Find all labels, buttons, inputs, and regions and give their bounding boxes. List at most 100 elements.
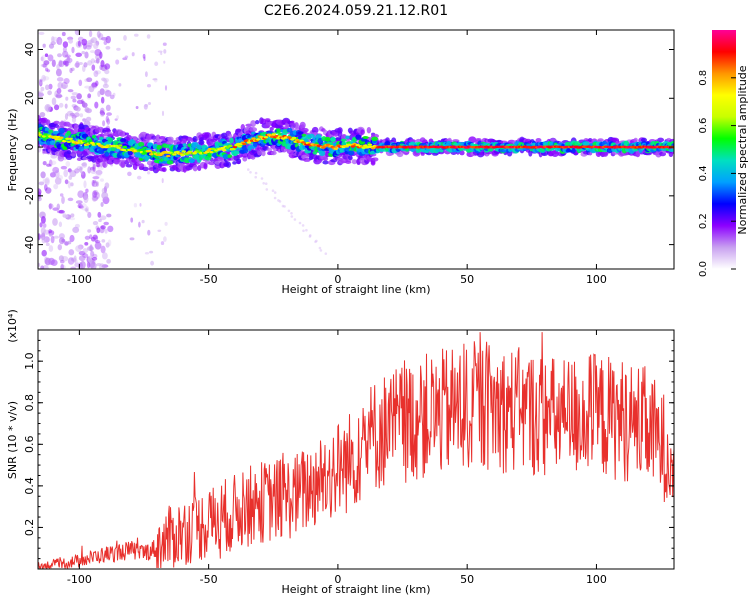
spectrogram-cell bbox=[249, 139, 255, 142]
spectrogram-cell bbox=[149, 250, 154, 254]
snr-x-tick-label: -50 bbox=[200, 573, 218, 586]
spectrogram-cell bbox=[104, 63, 111, 70]
spectrogram-cell bbox=[276, 128, 281, 134]
spectrogram-cell bbox=[86, 261, 91, 269]
spectrogram-cell bbox=[366, 145, 371, 149]
spectrogram-cell bbox=[105, 129, 112, 133]
spectrogram-cell bbox=[51, 36, 55, 43]
spectrogram-cell bbox=[91, 194, 98, 202]
spectrogram-cell bbox=[94, 128, 102, 133]
spectrogram-cell bbox=[147, 171, 151, 175]
spectrogram-cell bbox=[64, 103, 68, 109]
spectrogram-cell bbox=[287, 209, 291, 213]
snr-y-tick-label: 0.6 bbox=[23, 436, 36, 454]
spectrogram-cell bbox=[135, 105, 139, 110]
spectrogram-cell bbox=[58, 102, 64, 108]
spectrogram-cell bbox=[80, 162, 87, 167]
spectrogram-cell bbox=[69, 234, 75, 243]
spectrogram-cell bbox=[109, 94, 115, 100]
spectrogram-cell bbox=[166, 160, 174, 165]
spectrogram-cell bbox=[54, 170, 60, 179]
spectrogram-cell bbox=[242, 142, 247, 146]
spectrogram-cell bbox=[44, 177, 50, 186]
spectrogram-cell bbox=[62, 50, 69, 58]
spectrogram-cell bbox=[42, 76, 50, 81]
spectrogram-cell bbox=[39, 79, 43, 87]
spectrogram-cell bbox=[40, 227, 46, 235]
spectrogram-cell bbox=[70, 153, 77, 157]
spectrogram-cell bbox=[250, 120, 257, 128]
spectrogram-axes: -100 -50 0 50 100 -40 -20 0 20 40 bbox=[23, 30, 674, 286]
spectrogram-cell bbox=[155, 166, 161, 172]
spectrogram-cell bbox=[78, 79, 83, 87]
spectrogram-cell bbox=[49, 160, 57, 166]
spectrogram-cell bbox=[105, 35, 111, 44]
spectrogram-cell bbox=[75, 245, 82, 252]
spectrogram-cell bbox=[58, 39, 63, 46]
spectrogram-cell bbox=[75, 150, 83, 154]
spectrogram-cell bbox=[138, 148, 143, 152]
spectrogram-cell bbox=[571, 148, 576, 154]
colorbar-gradient bbox=[712, 30, 736, 269]
spectrogram-cell bbox=[99, 88, 105, 96]
spectrogram-cell bbox=[348, 155, 353, 161]
spectrogram-cell bbox=[211, 147, 216, 151]
spectrogram-cell bbox=[44, 104, 52, 112]
spectrogram-cell bbox=[355, 134, 362, 140]
spectrogram-cell bbox=[98, 33, 104, 41]
snr-multiplier: (x10⁴) bbox=[6, 309, 19, 343]
spectrogram-cell bbox=[124, 132, 130, 136]
spectrogram-cell bbox=[139, 203, 142, 207]
spectrogram-cell bbox=[63, 78, 70, 84]
spectrogram-cell bbox=[98, 218, 102, 223]
spectrogram-cell bbox=[95, 58, 100, 64]
spectrogram-cell bbox=[95, 80, 99, 87]
spectrogram-cell bbox=[89, 38, 94, 44]
spectrogram-cell bbox=[95, 70, 102, 75]
snr-marks bbox=[38, 332, 674, 569]
spectrogram-cell bbox=[102, 161, 106, 168]
spectrogram-cell bbox=[65, 60, 69, 67]
spectrogram-cell bbox=[65, 57, 73, 64]
spectrogram-cell bbox=[132, 136, 138, 141]
spectrogram-cell bbox=[298, 221, 302, 225]
spectrogram-cell bbox=[74, 223, 80, 229]
spectrogram-cell bbox=[420, 152, 425, 156]
spectrogram-cell bbox=[549, 138, 557, 142]
spectrogram-cell bbox=[52, 218, 58, 226]
snr-y-tick-label: 1.0 bbox=[23, 352, 36, 370]
spectrogram-cell bbox=[66, 130, 72, 136]
spectrogram-cell bbox=[259, 135, 264, 139]
spectrogram-cell bbox=[59, 193, 64, 197]
spectrogram-cell bbox=[163, 60, 166, 64]
snr-axes: -100 -50 0 50 100 0.2 0.4 0.6 0.8 1.0 bbox=[23, 330, 674, 586]
spectrogram-cell bbox=[251, 137, 256, 140]
spectrogram-cell bbox=[39, 78, 43, 82]
spectrogram-cell bbox=[196, 144, 202, 150]
spectrogram-cell bbox=[311, 126, 319, 134]
spectrogram-cell bbox=[243, 148, 249, 154]
spectrogram-cell bbox=[116, 115, 119, 120]
spectrogram-cell bbox=[67, 240, 72, 245]
spectrogram-cell bbox=[273, 191, 277, 194]
spectrogram-cell bbox=[38, 181, 45, 186]
spectrogram-cell bbox=[45, 136, 50, 139]
spectrogram-cell bbox=[293, 140, 298, 143]
spectrogram-cell bbox=[41, 54, 46, 63]
spectrogram-cell bbox=[72, 226, 80, 233]
spectrogram-cell bbox=[44, 127, 50, 132]
spectrogram-cell bbox=[301, 133, 307, 137]
spectrogram-cell bbox=[290, 144, 297, 151]
spectrogram-cell bbox=[138, 221, 141, 228]
spectrogram-cell bbox=[74, 62, 80, 68]
spectrogram-cell bbox=[103, 221, 109, 226]
spectrogram-cell bbox=[99, 215, 107, 221]
spectrogram-cell bbox=[95, 170, 103, 175]
spectrogram-cell bbox=[90, 37, 98, 44]
spectrogram-cell bbox=[308, 235, 312, 238]
spectrogram-cell bbox=[157, 50, 163, 53]
colorbar-tick-label: 0.6 bbox=[698, 118, 709, 134]
spectrogram-cell bbox=[42, 43, 46, 48]
spectrogram-cell bbox=[249, 127, 258, 132]
spectrogram-cell bbox=[84, 51, 89, 59]
